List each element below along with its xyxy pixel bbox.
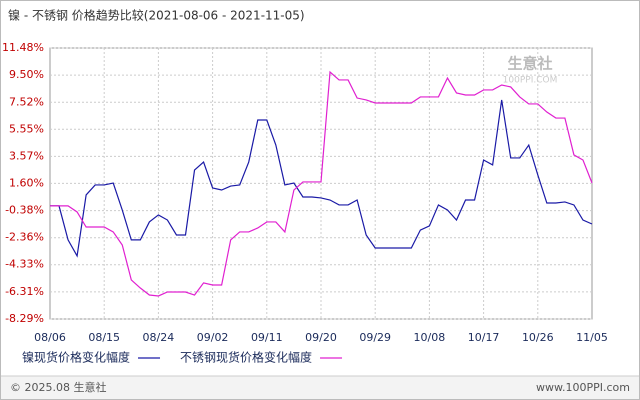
x-tick-label: 09/29 bbox=[359, 331, 391, 344]
x-tick-label: 08/15 bbox=[88, 331, 120, 344]
footer-left: © 2025.08 生意社 bbox=[10, 380, 106, 394]
legend-label: 镍现货价格变化幅度 bbox=[22, 350, 130, 365]
x-tick-label: 11/05 bbox=[576, 331, 608, 344]
y-tick-label: 5.55% bbox=[9, 122, 44, 135]
footer-right: www.100PPI.com bbox=[536, 381, 630, 394]
watermark: 生意社 bbox=[507, 55, 552, 73]
y-tick-label: -6.31% bbox=[5, 285, 44, 298]
x-tick-label: 10/17 bbox=[468, 331, 500, 344]
series-line bbox=[50, 70, 593, 297]
chart-title: 镍 - 不锈钢 价格趋势比较(2021-08-06 - 2021-11-05) bbox=[8, 8, 305, 23]
x-tick-label: 08/24 bbox=[143, 331, 175, 344]
x-tick-label: 08/06 bbox=[34, 331, 66, 344]
y-tick-label: 1.60% bbox=[9, 176, 44, 189]
y-tick-label: -2.36% bbox=[5, 231, 44, 244]
series-line bbox=[50, 99, 593, 258]
y-tick-label: 7.52% bbox=[9, 95, 44, 108]
y-tick-label: 11.48% bbox=[2, 41, 44, 54]
watermark: 100PPI.COM bbox=[503, 76, 558, 86]
y-tick-label: 9.50% bbox=[9, 68, 44, 81]
x-tick-label: 09/11 bbox=[251, 331, 283, 344]
x-tick-label: 09/02 bbox=[197, 331, 229, 344]
footer-band bbox=[1, 376, 639, 399]
legend-label: 不锈钢现货价格变化幅度 bbox=[180, 350, 312, 365]
x-tick-label: 10/08 bbox=[414, 331, 446, 344]
y-tick-label: -4.33% bbox=[5, 258, 44, 271]
x-tick-label: 09/20 bbox=[305, 331, 337, 344]
y-tick-label: -8.29% bbox=[5, 312, 44, 325]
y-tick-label: -0.38% bbox=[5, 204, 44, 217]
y-tick-label: 3.57% bbox=[9, 149, 44, 162]
x-tick-label: 10/26 bbox=[522, 331, 554, 344]
